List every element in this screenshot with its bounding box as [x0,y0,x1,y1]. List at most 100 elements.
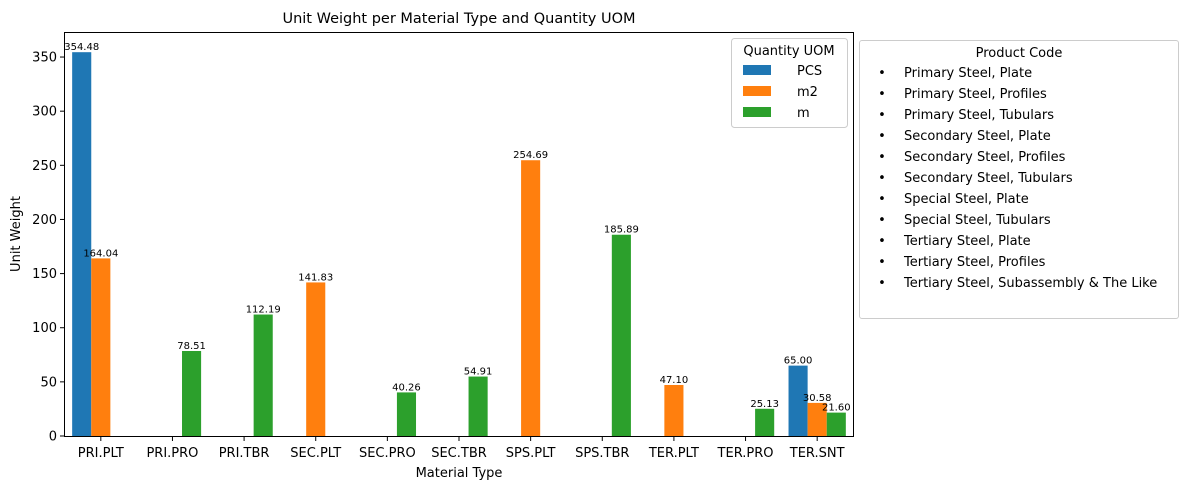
y-axis: 0 50 100 150 200 250 300 350 [32,51,65,445]
chart-title: Unit Weight per Material Type and Quanti… [282,11,635,27]
x-tick-label: SEC.PLT [290,446,341,461]
bar [182,350,202,436]
product-code-item: • Primary Steel, Plate [860,63,1178,84]
bar [306,282,326,436]
y-tick-label: 250 [32,159,57,174]
x-tick-label: PRI.TBR [219,446,270,461]
data-label: 254.69 [513,150,548,161]
data-label: 78.51 [177,341,206,352]
data-label: 65.00 [784,356,813,367]
legend-entries: PCS m2 m [743,64,822,121]
product-code-label: Tertiary Steel, Plate [904,234,1031,249]
bullet-icon: • [878,66,886,81]
bar [664,385,684,436]
x-tick-label: TER.PLT [648,446,699,461]
x-tick-label: PRI.PLT [78,446,124,461]
data-label: 40.26 [392,382,421,393]
bullet-icon: • [878,213,886,228]
product-code-item: • Special Steel, Plate [860,189,1178,210]
bullet-icon: • [878,171,886,186]
data-label: 25.13 [750,399,779,410]
data-label: 185.89 [604,225,639,236]
bullet-icon: • [878,150,886,165]
legend-swatch [743,65,771,75]
product-code-legend-title: Product Code [975,46,1063,61]
x-tick-label: TER.PRO [717,446,774,461]
y-tick-label: 200 [32,213,57,228]
legend-swatch [743,86,771,96]
bullet-icon: • [878,276,886,291]
data-label: 30.58 [803,393,832,404]
bars-group [72,52,846,437]
product-code-list: • Primary Steel, Plate • Primary Steel, Pro… [860,63,1178,294]
bar [788,365,808,436]
bar [807,402,827,436]
data-label: 141.83 [298,272,333,283]
bullet-icon: • [878,255,886,270]
y-tick-label: 50 [40,375,57,390]
product-code-item: • Secondary Steel, Tubulars [860,168,1178,189]
bar [253,314,273,436]
product-code-label: Secondary Steel, Profiles [904,150,1066,165]
x-tick-label: PRI.PRO [146,446,198,461]
product-code-item: • Secondary Steel, Plate [860,126,1178,147]
bullet-icon: • [878,234,886,249]
product-code-item: • Tertiary Steel, Subassembly & The Like [860,273,1178,294]
quantity-uom-legend: Quantity UOM PCS m2 m [731,38,848,128]
product-code-label: Secondary Steel, Plate [904,129,1051,144]
bar [521,160,541,437]
data-label: 47.10 [660,375,689,386]
product-code-label: Special Steel, Plate [904,192,1029,207]
legend-frame [731,38,848,128]
product-code-legend: Product Code • Primary Steel, Plate • Prima… [859,40,1179,319]
x-axis: PRI.PLT PRI.PRO PRI.TBR SEC.PLT SEC.PRO SEC.T… [78,436,845,461]
x-tick-label: SPS.TBR [575,446,629,461]
product-code-label: Tertiary Steel, Subassembly & The Like [904,276,1158,291]
data-label: 54.91 [464,367,493,378]
bullet-icon: • [878,192,886,207]
bar [611,234,631,436]
data-label: 164.04 [83,248,118,259]
y-tick-label: 300 [32,105,57,120]
product-code-label: Special Steel, Tubulars [904,213,1051,228]
legend-title: Quantity UOM [743,44,834,59]
data-label: 354.48 [64,42,99,53]
x-tick-label: TER.SNT [789,446,845,461]
product-code-item: • Tertiary Steel, Profiles [860,252,1178,273]
product-code-item: • Secondary Steel, Profiles [860,147,1178,168]
product-code-label: Tertiary Steel, Profiles [904,255,1046,270]
x-axis-label: Material Type [416,466,503,481]
product-code-label: Primary Steel, Tubulars [904,108,1054,123]
data-label: 21.60 [822,403,851,414]
product-code-label: Primary Steel, Plate [904,66,1033,81]
legend-label: PCS [797,64,822,79]
bar [396,392,417,436]
legend-label: m [797,106,810,121]
bar [755,408,775,436]
product-code-item: • Primary Steel, Profiles [860,84,1178,105]
product-code-label: Primary Steel, Profiles [904,87,1047,102]
bullet-icon: • [878,108,886,123]
y-tick-label: 150 [32,267,57,282]
product-code-item: • Primary Steel, Tubulars [860,105,1178,126]
product-code-label: Secondary Steel, Tubulars [904,171,1073,186]
bar [91,258,111,436]
bar [72,52,92,436]
product-code-item: • Special Steel, Tubulars [860,210,1178,231]
bullet-icon: • [878,87,886,102]
bar [468,376,488,436]
legend-swatch [743,107,771,117]
y-tick-label: 0 [49,430,57,445]
y-axis-label: Unit Weight [9,196,24,272]
x-tick-label: SEC.PRO [359,446,416,461]
bar [826,412,846,436]
product-code-item: • Tertiary Steel, Plate [860,231,1178,252]
x-tick-label: SPS.PLT [506,446,556,461]
bullet-icon: • [878,129,886,144]
y-tick-label: 350 [32,51,57,66]
legend-label: m2 [797,85,818,100]
y-tick-label: 100 [32,321,57,336]
data-labels-group: 354.48 65.00 164.04 141.83 254.69 47.10 30.58 7… [64,42,850,413]
data-label: 112.19 [246,305,281,316]
